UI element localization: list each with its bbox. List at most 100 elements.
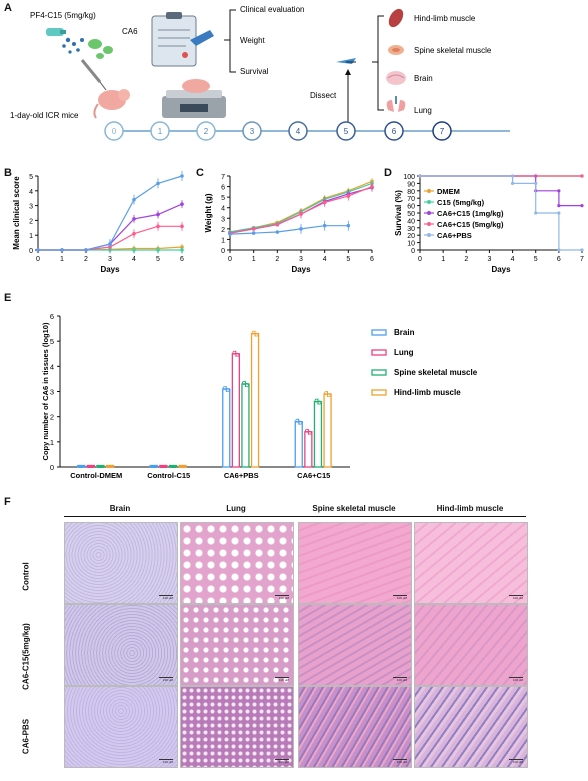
legend-swatch — [371, 389, 387, 396]
col-header-lung: Lung — [226, 504, 246, 513]
replicate-point — [251, 330, 256, 335]
svg-text:7: 7 — [440, 127, 445, 136]
x-tick-label: Control-DMEM — [70, 471, 122, 480]
compound-pellet-icon — [88, 39, 113, 59]
y-tick-label: 5 — [221, 195, 225, 202]
y-tick-label: 60 — [407, 204, 415, 211]
bar — [250, 332, 260, 468]
legend-label: Brain — [394, 328, 415, 337]
x-tick-label: 4 — [132, 256, 136, 263]
replicate-point — [245, 383, 249, 387]
data-point — [510, 174, 515, 178]
legend-marker — [427, 222, 431, 226]
y-tick-label: 4 — [221, 206, 225, 213]
legend-marker — [427, 200, 431, 204]
timeline-days: 0 1 2 3 4 5 6 7 — [104, 121, 452, 141]
x-tick-label: 2 — [84, 256, 88, 263]
y-tick-label: 70 — [407, 196, 415, 203]
x-tick-label: 1 — [441, 256, 445, 263]
y-tick-label: 3 — [221, 216, 225, 223]
data-point — [418, 174, 422, 178]
svg-text:2: 2 — [204, 127, 209, 136]
mouse-pup-icon — [93, 89, 130, 119]
replicate-point — [314, 398, 319, 403]
tissue-hindlimb: Hind-limb muscle — [414, 14, 476, 23]
y-axis-title: Weight (g) — [204, 193, 213, 232]
data-point — [275, 222, 280, 227]
replicate-point — [232, 350, 237, 355]
row-label-control: Control — [21, 562, 31, 591]
chart-c-weight: 0 1 2 3 4 5 6 7 0 1 2 3 4 5 6 Days Weight (g) — [204, 174, 374, 274]
y-tick-label: 10 — [407, 241, 415, 248]
legend-label: Hind-limb muscle — [394, 388, 461, 397]
y-tick-label: 100 — [403, 174, 415, 181]
dissect-label: Dissect — [310, 91, 337, 100]
histology-c15-hindlimb: 100 μM — [414, 604, 528, 686]
x-tick-label: 5 — [156, 256, 160, 263]
bar — [231, 353, 241, 468]
x-tick-label: 0 — [228, 256, 232, 263]
x-axis-title: Days — [491, 265, 511, 274]
histology-c15-brain: 100 μM — [64, 604, 178, 686]
y-tick-label: 4 — [50, 362, 54, 371]
y-tick-label: 2 — [221, 227, 225, 234]
timeline-day-3: 3 — [242, 121, 262, 141]
histology-pbs-brain: 100 μM — [64, 686, 178, 768]
y-tick-label: 40 — [407, 218, 415, 225]
legend-swatch — [371, 329, 387, 336]
x-axis-title: Days — [291, 265, 311, 274]
replicate-point — [327, 393, 331, 397]
x-tick-label: 7 — [580, 256, 584, 263]
replicate-point — [307, 430, 312, 435]
tissue-bracket — [372, 15, 384, 111]
legend-label: CA6+PBS — [437, 231, 472, 240]
data-point — [557, 211, 561, 215]
data-point — [580, 204, 584, 208]
data-point — [534, 181, 538, 185]
series-line — [229, 225, 349, 235]
bar — [304, 431, 313, 468]
x-tick-label: CA6+PBS — [224, 471, 259, 480]
data-point — [251, 231, 256, 235]
spine-muscle-icon — [388, 45, 404, 55]
syringe-icon — [80, 59, 107, 91]
histology-control-lung: 100 μM — [180, 522, 294, 604]
tissue-lung: Lung — [414, 106, 432, 115]
scalpel-icon — [336, 58, 356, 64]
y-tick-label: 1 — [50, 438, 54, 447]
chart-b-clinical-score: 0 1 2 3 4 5 0 1 2 3 4 5 6 Days Mean clinical score — [12, 171, 184, 274]
y-tick-label: 1 — [221, 237, 225, 244]
bar — [294, 421, 303, 468]
x-tick-label: 3 — [487, 256, 491, 263]
y-tick-label: 0 — [411, 248, 415, 255]
col-header-underline — [64, 516, 526, 517]
replicate-point — [317, 400, 322, 405]
virus-label: CA6 — [122, 27, 138, 36]
legend-marker — [427, 189, 431, 193]
x-tick-label: 3 — [108, 256, 112, 263]
y-tick-label: 5 — [50, 337, 54, 346]
mice-label: 1-day-old ICR mice — [10, 111, 79, 120]
y-tick-label: 6 — [221, 185, 225, 192]
replicate-point — [225, 388, 230, 392]
data-point — [534, 211, 538, 215]
legend-marker — [427, 211, 431, 215]
bar — [323, 393, 332, 468]
histology-control-brain: 100 μM — [64, 522, 178, 604]
y-tick-label: 2 — [29, 218, 33, 225]
x-tick-label: 0 — [36, 256, 40, 263]
data-point — [580, 174, 584, 178]
svg-text:1: 1 — [158, 127, 163, 136]
col-header-spine: Spine skeletal muscle — [312, 504, 396, 513]
tissue-spine: Spine skeletal muscle — [414, 46, 492, 55]
y-tick-label: 2 — [50, 413, 54, 422]
panel-a-schematic: PF4-C15 (5mg/kg) CA6 1-day-old ICR mice … — [10, 5, 510, 141]
x-tick-label: 5 — [534, 256, 538, 263]
replicate-point — [304, 428, 309, 433]
virus-particle-icon — [62, 37, 84, 54]
legend-label: Spine skeletal muscle — [394, 368, 478, 377]
replicate-point — [298, 420, 303, 425]
eval-item-clinical: Clinical evaluation — [240, 5, 304, 14]
legend-label: Lung — [394, 348, 414, 357]
